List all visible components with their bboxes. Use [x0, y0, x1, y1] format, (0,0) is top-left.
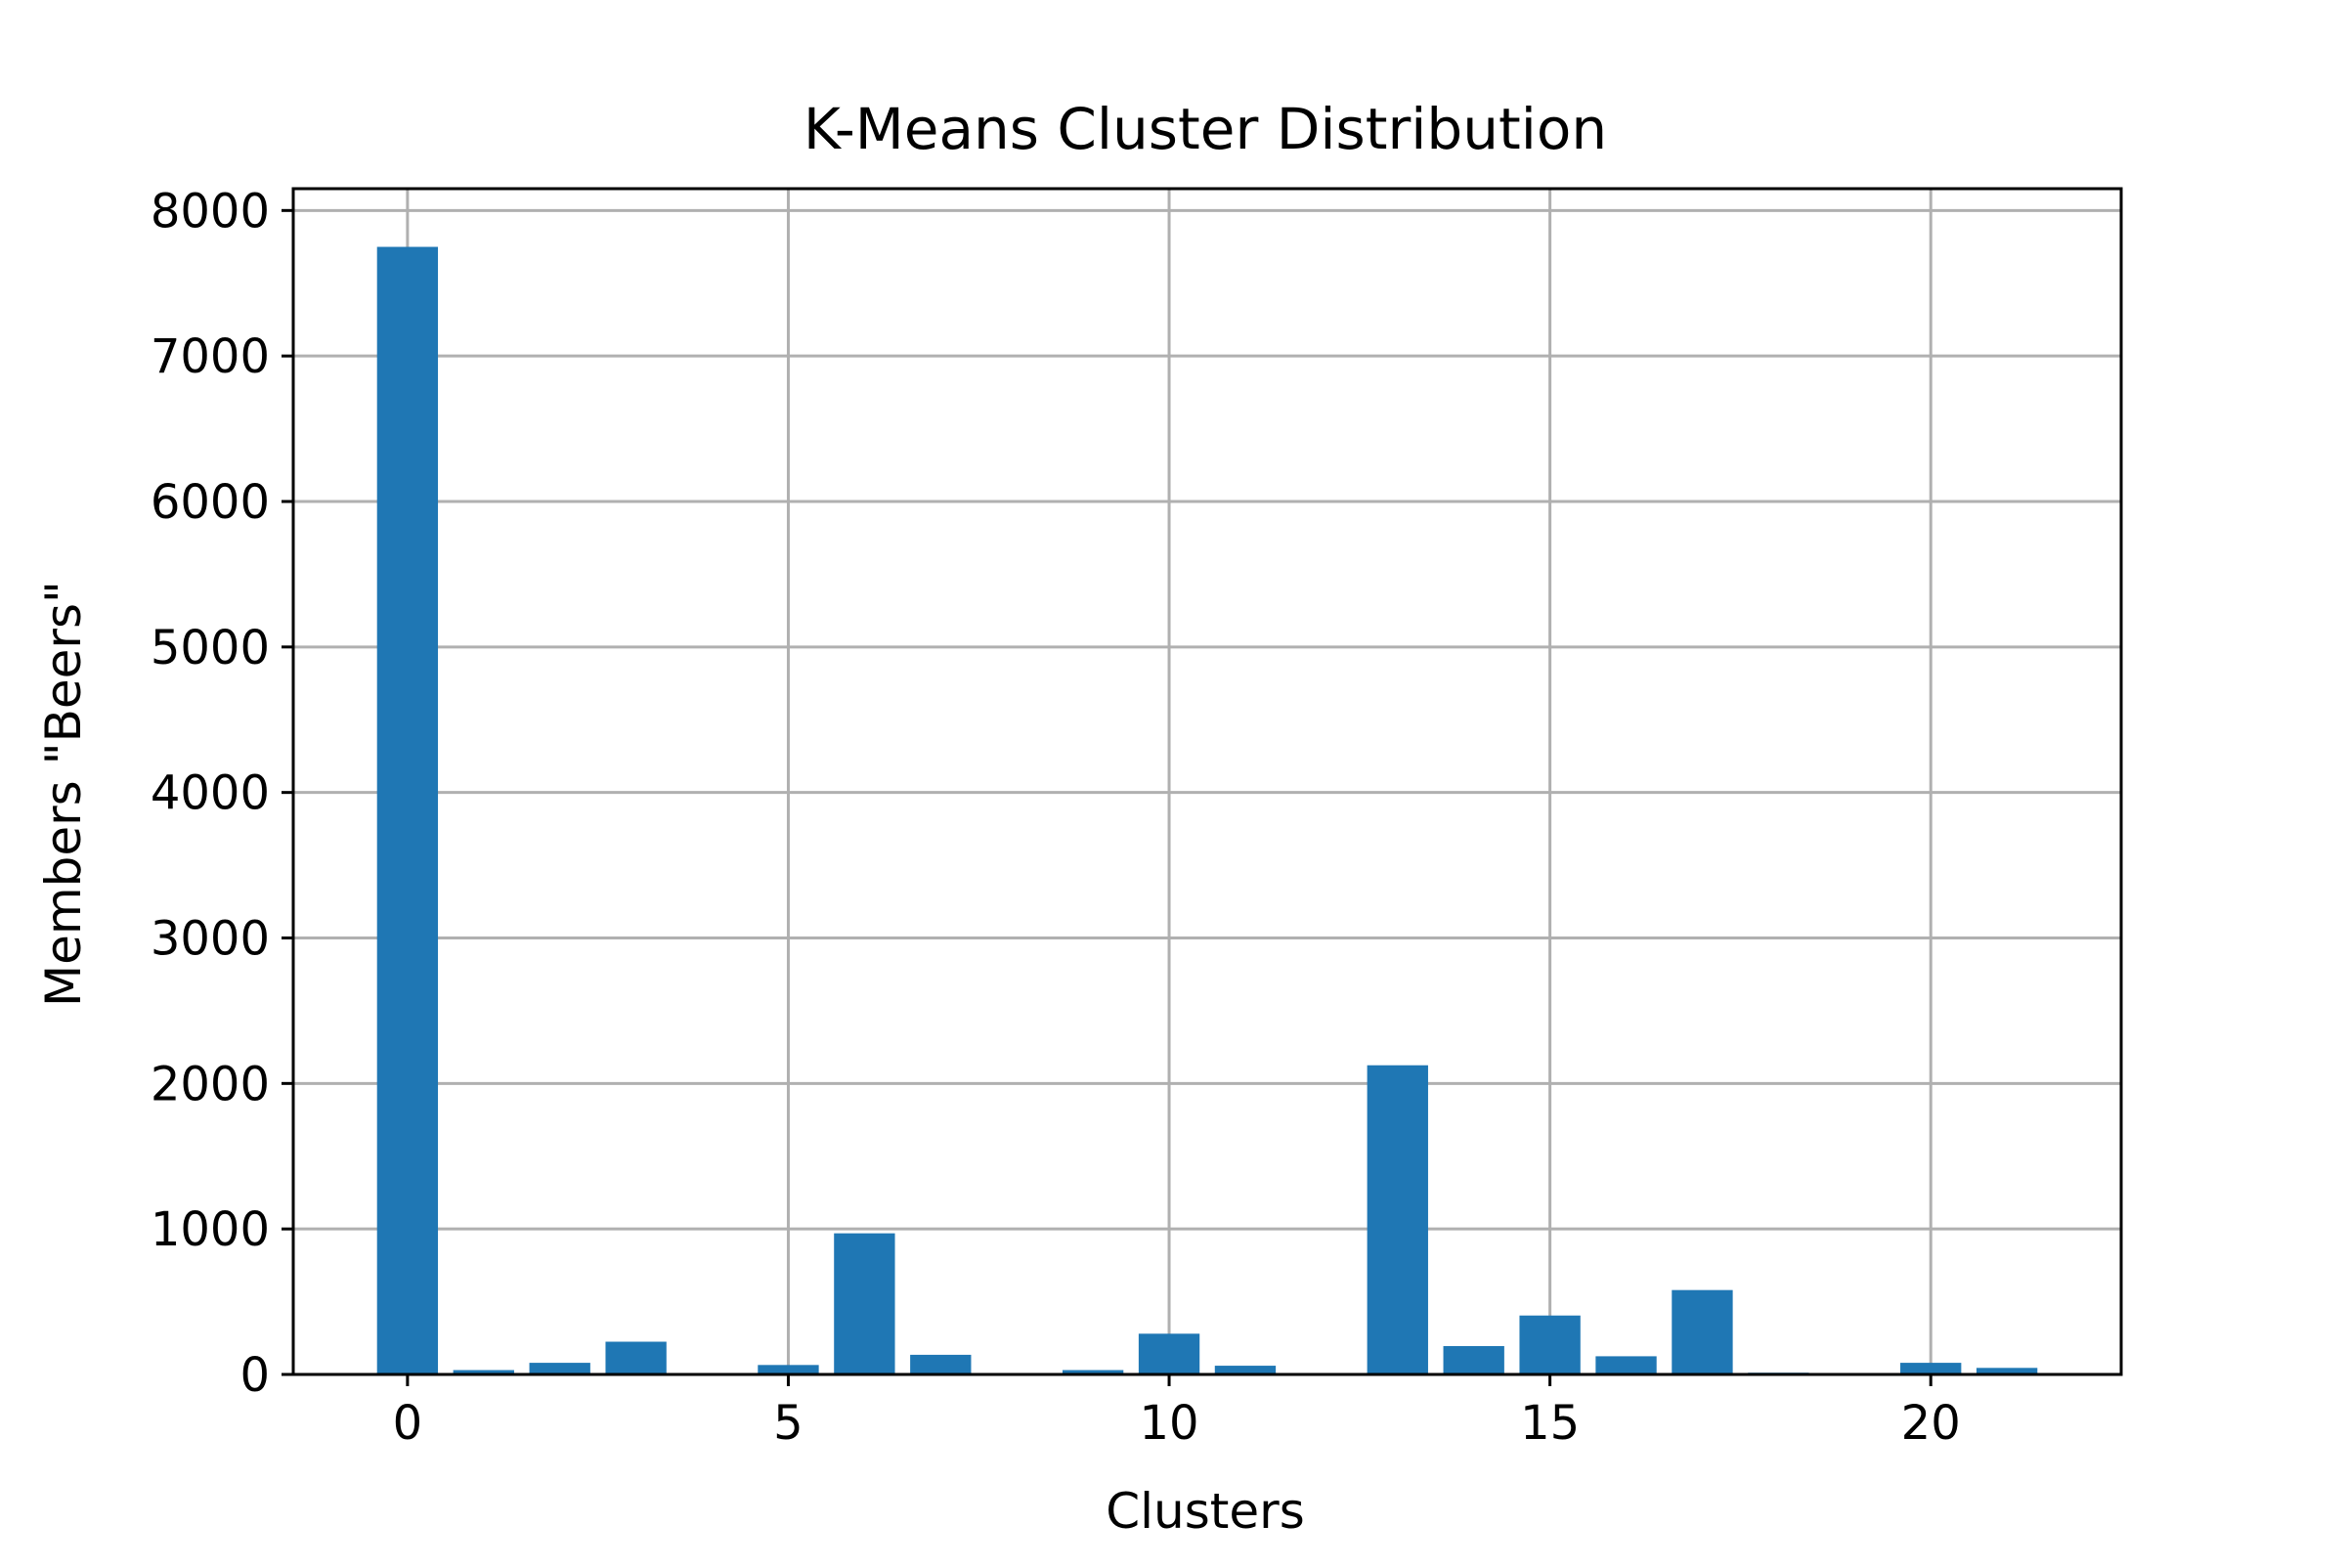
- bar-cluster-14: [1443, 1345, 1504, 1374]
- y-axis-label: Members "Beers": [35, 581, 92, 1007]
- x-tick-label: 0: [393, 1396, 423, 1451]
- y-tick-label: 1000: [151, 1202, 270, 1257]
- y-tick-label: 5000: [151, 621, 270, 675]
- bar-cluster-0: [376, 246, 439, 1375]
- y-tick-label: 4000: [151, 766, 270, 821]
- y-tick-label: 3000: [151, 911, 270, 966]
- bar-cluster-17: [1672, 1289, 1733, 1374]
- bar-cluster-13: [1367, 1065, 1428, 1374]
- bar-cluster-20: [1900, 1363, 1962, 1374]
- bar-cluster-3: [605, 1341, 667, 1374]
- x-tick-label: 10: [1140, 1396, 1199, 1451]
- x-tick-label: 15: [1520, 1396, 1580, 1451]
- chart-title: K-Means Cluster Distribution: [804, 96, 1607, 162]
- x-tick-label: 5: [773, 1396, 804, 1451]
- bar-cluster-10: [1138, 1333, 1200, 1374]
- bars: [376, 246, 2038, 1375]
- bar-cluster-9: [1062, 1370, 1124, 1374]
- bar-cluster-7: [910, 1354, 972, 1374]
- bar-cluster-15: [1519, 1315, 1581, 1374]
- bar-cluster-2: [529, 1363, 590, 1374]
- ticks: 0 5 10 15 20 0 1000 2000 3000 4000 5000 6000 7000 800…: [151, 184, 1961, 1451]
- bar-cluster-21: [1976, 1368, 2038, 1374]
- y-tick-label: 6000: [151, 475, 270, 530]
- x-axis-label: Clusters: [1106, 1483, 1305, 1540]
- bar-cluster-16: [1595, 1356, 1657, 1374]
- y-tick-label: 7000: [151, 329, 270, 384]
- bar-cluster-11: [1214, 1366, 1277, 1374]
- y-tick-label: 8000: [151, 184, 270, 239]
- bar-cluster-1: [453, 1370, 514, 1374]
- x-tick-label: 20: [1901, 1396, 1961, 1451]
- plot-frame: [291, 187, 2123, 1376]
- bar-cluster-6: [834, 1233, 895, 1374]
- y-tick-label: 0: [239, 1348, 270, 1403]
- bar-cluster-5: [758, 1365, 819, 1374]
- y-tick-label: 2000: [151, 1057, 270, 1111]
